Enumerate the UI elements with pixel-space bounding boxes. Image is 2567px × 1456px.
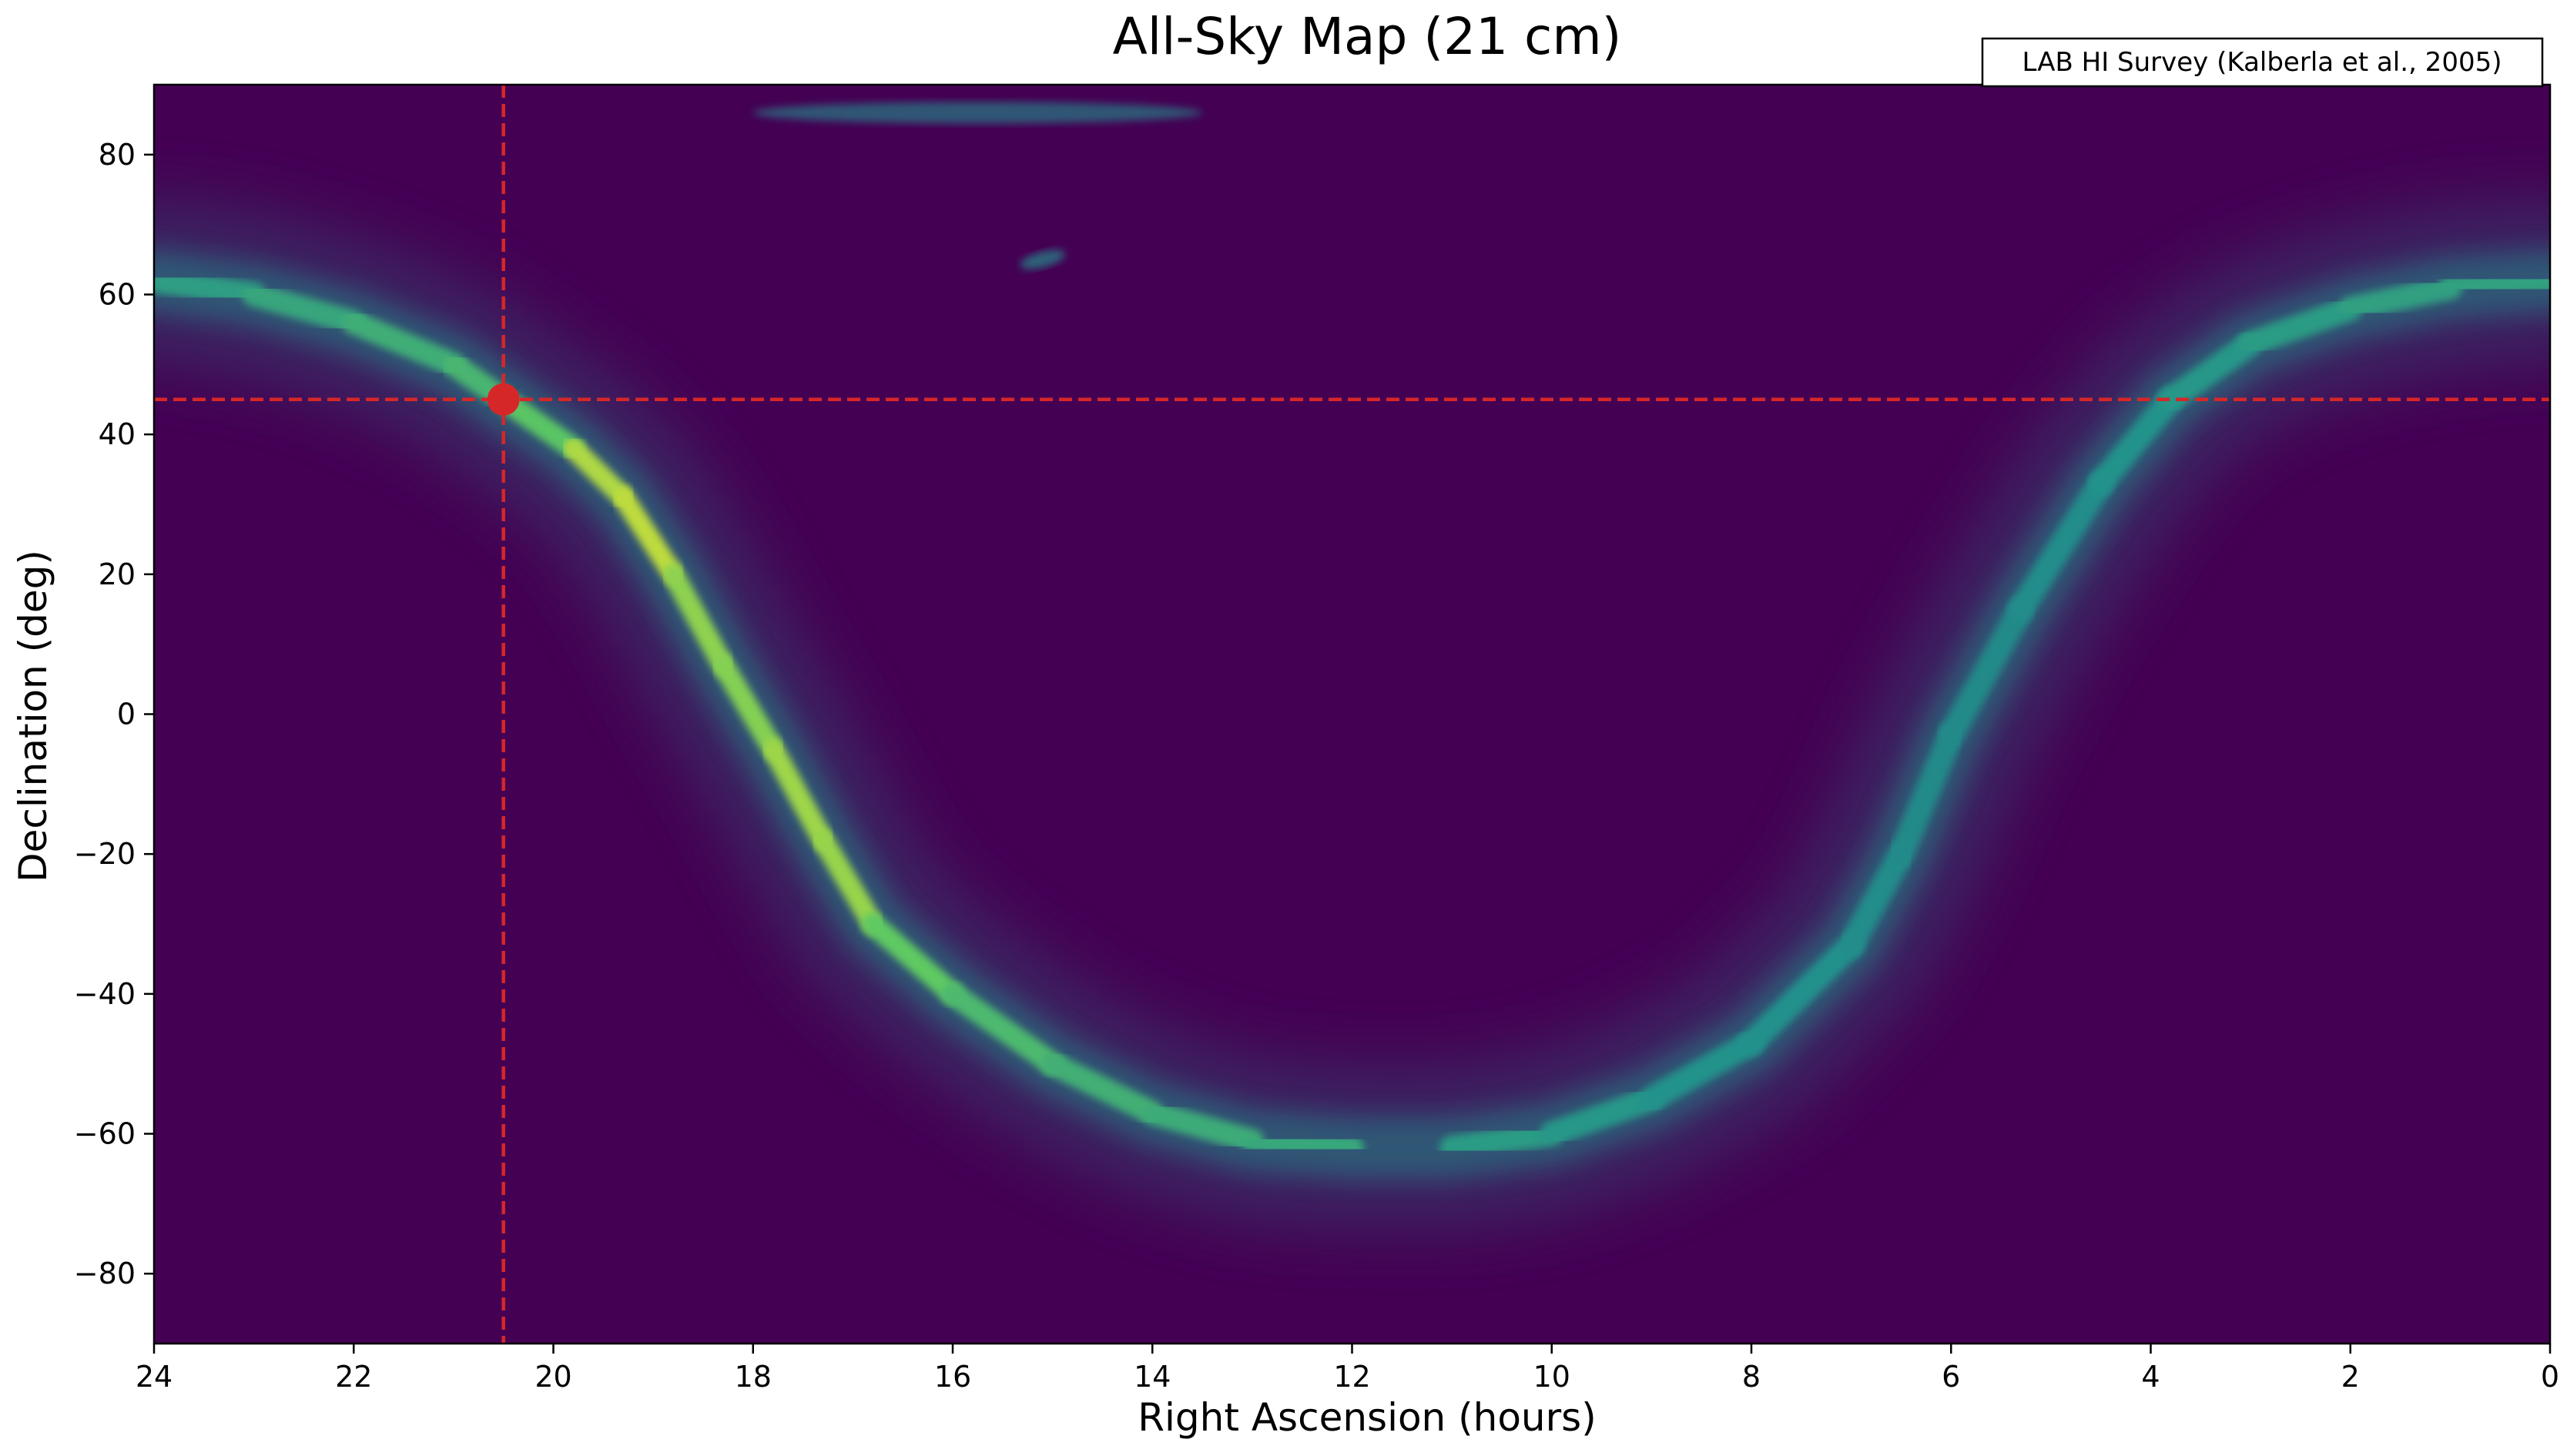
x-tick-label: 16 [934, 1360, 971, 1394]
x-axis: 24 22 20 18 16 14 12 10 8 6 4 2 0 [136, 1344, 2559, 1394]
heatmap-emission [154, 102, 2550, 1229]
galactic-plane-segment [2338, 275, 2462, 321]
y-tick-label: −20 [74, 837, 136, 871]
x-tick-label: 10 [1533, 1360, 1570, 1394]
y-tick-label: 20 [99, 557, 136, 591]
y-tick-label: −80 [74, 1257, 136, 1290]
galactic-plane-segment [712, 654, 784, 760]
y-tick-label: 60 [99, 278, 136, 312]
x-axis-label: Right Ascension (hours) [1138, 1395, 1596, 1440]
galactic-plane-segment [2008, 470, 2113, 622]
y-tick-label: −60 [74, 1117, 136, 1151]
position-marker [487, 383, 520, 416]
chart-title: All-Sky Map (21 cm) [1113, 7, 1622, 66]
galactic-plane-segment [2438, 268, 2550, 300]
annotation-box: LAB HI Survey (Kalberla et al., 2005) [1981, 37, 2544, 88]
annotation-frame [1981, 37, 2544, 88]
y-tick-label: −40 [74, 977, 136, 1011]
plot-area [154, 85, 2550, 1344]
y-tick-label: 40 [99, 417, 136, 451]
galactic-plane-segment [1439, 1121, 1564, 1160]
x-tick-label: 0 [2541, 1360, 2559, 1394]
galactic-plane-segment [1041, 1052, 1165, 1125]
galactic-plane-segment [812, 829, 884, 935]
galactic-plane-segment [1639, 1030, 1764, 1112]
compact-cloud [1020, 249, 1065, 269]
galactic-plane-segment [1539, 1086, 1664, 1146]
galactic-plane-segment [154, 268, 266, 307]
galactic-plane-segment [1888, 722, 1964, 867]
x-tick-label: 4 [2141, 1360, 2160, 1394]
y-axis: 80 60 40 20 0 −20 −40 −60 −80 [74, 138, 154, 1290]
galactic-plane-segment [1838, 842, 1914, 958]
y-axis-label: Declination (deg) [11, 550, 55, 882]
galactic-plane-segment [662, 563, 734, 676]
annotation-text: LAB HI Survey (Kalberla et al., 2005) [2022, 47, 2502, 78]
y-tick-label: 80 [99, 138, 136, 172]
x-tick-label: 14 [1134, 1360, 1171, 1394]
galactic-plane-segment [1739, 932, 1864, 1056]
galactic-plane-segment [1939, 597, 2034, 748]
galactic-plane-segment [242, 283, 366, 335]
galactic-plane-segment [2238, 296, 2363, 356]
galactic-plane-segment [862, 912, 964, 1006]
reference-lines [154, 85, 2550, 1344]
x-tick-label: 20 [535, 1360, 571, 1394]
x-tick-label: 24 [136, 1360, 173, 1394]
galactic-plane-segment [612, 487, 684, 585]
x-tick-label: 22 [335, 1360, 372, 1394]
x-tick-label: 8 [1742, 1360, 1761, 1394]
galactic-plane-segment [941, 982, 1064, 1076]
galactic-plane-segment [1240, 1129, 1364, 1160]
galactic-plane-segment [562, 437, 634, 508]
galactic-plane-segment [2088, 387, 2183, 496]
y-tick-label: 0 [117, 698, 136, 731]
galactic-plane-segment [762, 738, 834, 851]
x-tick-label: 18 [735, 1360, 772, 1394]
galactic-plane-segment [342, 310, 465, 377]
x-tick-label: 12 [1333, 1360, 1370, 1394]
x-tick-label: 2 [2341, 1360, 2360, 1394]
x-tick-label: 6 [1942, 1360, 1960, 1394]
north-polar-streak [752, 102, 1203, 124]
galactic-plane-segment [1141, 1101, 1265, 1153]
galactic-plane-segment [2158, 331, 2263, 412]
